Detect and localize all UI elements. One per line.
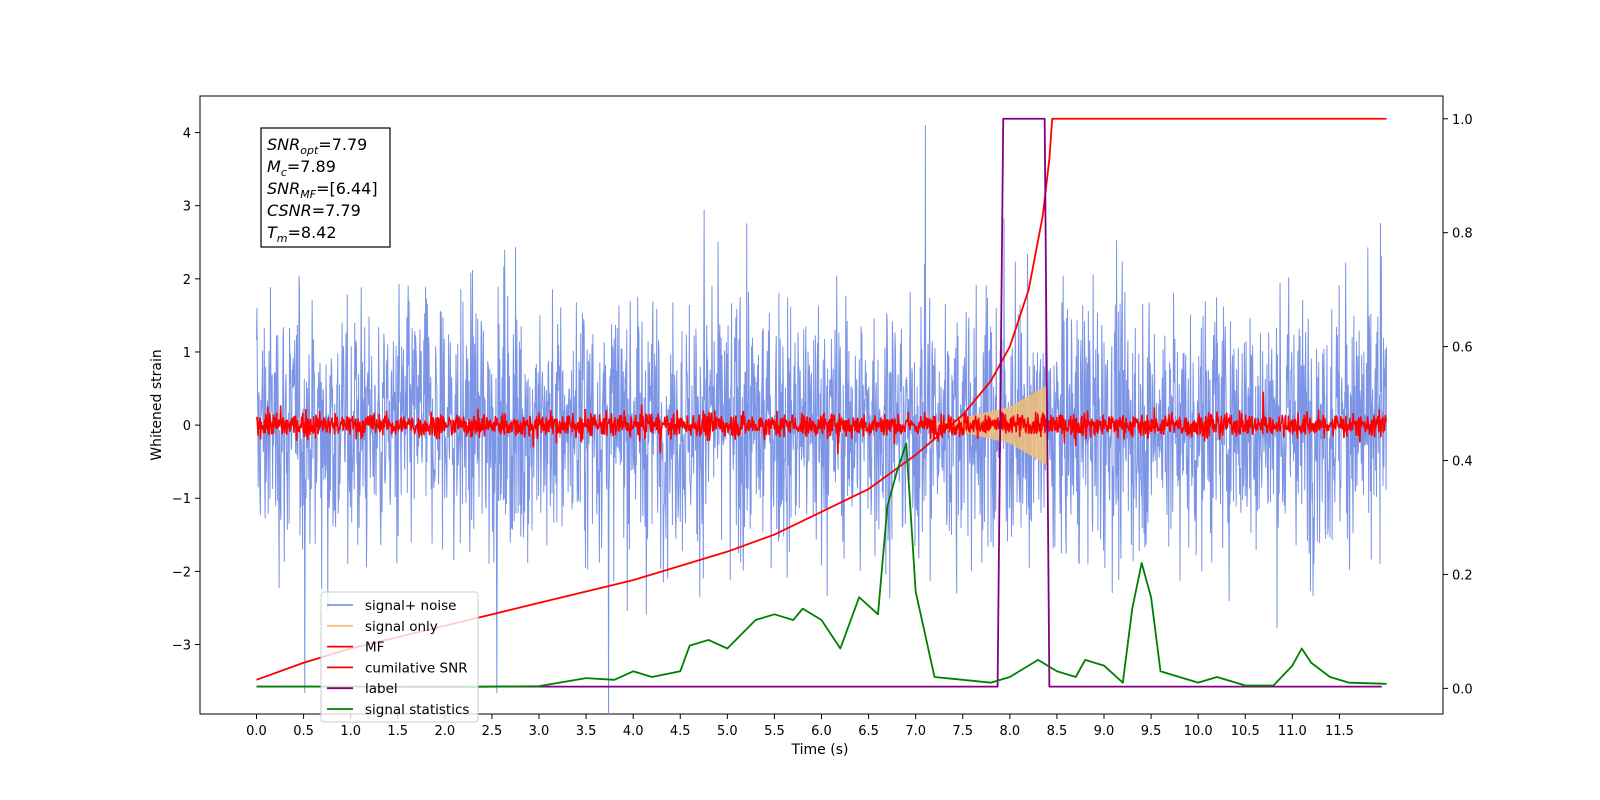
y2-tick-label: 0.2	[1452, 568, 1473, 583]
y-axis-title: Whitened strain	[149, 349, 165, 460]
x-tick-label: 10.5	[1231, 724, 1260, 739]
y-tick-label: −3	[172, 639, 191, 654]
x-tick-label: 1.5	[387, 724, 408, 739]
x-tick-label: 1.0	[340, 724, 361, 739]
y2-tick-label: 1.0	[1452, 113, 1473, 128]
y2-tick-label: 0.8	[1452, 227, 1473, 242]
annotation-frame	[260, 127, 391, 248]
x-tick-label: 2.5	[482, 724, 503, 739]
x-tick-label: 4.0	[623, 724, 644, 739]
x-tick-label: 0.5	[293, 724, 314, 739]
legend-label: label	[365, 681, 398, 697]
x-tick-label: 5.0	[717, 724, 738, 739]
y-tick-label: −2	[172, 565, 191, 580]
x-axis-title: Time (s)	[791, 742, 849, 758]
y2-tick-label: 0.6	[1452, 341, 1473, 356]
y-tick-label: 3	[183, 200, 191, 215]
legend-label: signal+ noise	[365, 598, 456, 614]
x-tick-label: 0.0	[246, 724, 267, 739]
y2-tick-label: 0.4	[1452, 455, 1473, 470]
y2-tick-label: 0.0	[1452, 682, 1473, 697]
x-tick-label: 8.0	[999, 724, 1020, 739]
y-tick-label: 4	[183, 127, 191, 142]
series-line-mf	[255, 391, 1388, 455]
y-tick-label: 2	[183, 273, 191, 288]
y-tick-label: 1	[183, 346, 191, 361]
series-line-signal-noise	[256, 124, 1387, 714]
x-tick-label: 6.0	[811, 724, 832, 739]
x-tick-label: 6.5	[858, 724, 879, 739]
x-tick-label: 3.5	[576, 724, 597, 739]
legend-label: signal only	[365, 619, 438, 635]
x-tick-label: 11.5	[1325, 724, 1354, 739]
annotation-line: Mc=7.89	[267, 157, 336, 179]
y-axis-right: 1.0 0.8 0.6 0.4 0.2 0.0	[1443, 113, 1473, 697]
y-axis-left: 4 3 2 1 0 −1 −2 −3	[172, 127, 200, 654]
x-tick-label: 7.0	[905, 724, 926, 739]
x-tick-label: 11.0	[1278, 724, 1307, 739]
x-tick-label: 9.5	[1141, 724, 1162, 739]
legend: signal+ noise signal only MF cumilative SNR…	[320, 591, 479, 723]
legend-label: cumilative SNR	[365, 660, 468, 676]
annotation-line: Tm=8.42	[267, 223, 337, 245]
legend-label: signal statistics	[365, 702, 469, 718]
annotation-line: SNRMF=[6.44]	[267, 179, 378, 201]
x-tick-label: 4.5	[670, 724, 691, 739]
y-tick-label: −1	[172, 492, 191, 507]
x-tick-label: 7.5	[952, 724, 973, 739]
x-tick-label: 9.0	[1094, 724, 1115, 739]
x-tick-label: 3.0	[529, 724, 550, 739]
annotation-line: SNRopt=7.79	[267, 135, 367, 157]
x-tick-label: 8.5	[1047, 724, 1068, 739]
series-line-label	[256, 117, 1382, 688]
y-tick-label: 0	[183, 419, 191, 434]
legend-label: MF	[365, 640, 384, 656]
x-tick-label: 2.0	[434, 724, 455, 739]
x-axis: 0.0 0.5 1.0 1.5 2.0 2.5 3.0 3.5 4.0 4.5 5.0 5.5 6.0 6…	[246, 714, 1354, 739]
annotation-line: CSNR=7.79	[267, 201, 361, 220]
x-tick-label: 5.5	[764, 724, 785, 739]
x-tick-label: 10.0	[1184, 724, 1213, 739]
series-line-signal-statistics	[256, 442, 1387, 689]
legend-frame	[320, 591, 479, 723]
